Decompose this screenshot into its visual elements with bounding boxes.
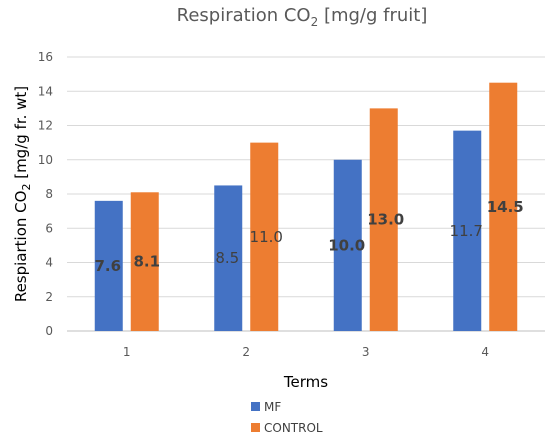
- y-tick-label: 12: [38, 119, 53, 133]
- y-axis-label-main: Respiartion CO: [12, 191, 30, 303]
- chart-title-main: Respiration CO: [177, 5, 311, 26]
- y-axis-label-sub: 2: [20, 184, 33, 191]
- data-label-control-2: 11.0: [250, 228, 283, 246]
- y-tick-label: 16: [38, 50, 53, 64]
- legend-label-control: CONTROL: [264, 421, 323, 435]
- data-label-mf-1: 7.6: [94, 257, 121, 275]
- bar-mf-3: [333, 159, 362, 331]
- y-axis-label-suffix: [mg/g fr. wt]: [12, 86, 30, 184]
- legend-swatch-mf: [251, 402, 260, 411]
- y-tick-label: 14: [38, 84, 53, 98]
- bar-mf-2: [214, 185, 243, 331]
- data-label-mf-4: 11.7: [450, 222, 483, 240]
- y-tick-label: 10: [38, 153, 53, 167]
- y-tick-label: 6: [45, 221, 53, 235]
- x-tick-label: 3: [362, 345, 370, 359]
- y-tick-label: 0: [45, 324, 53, 338]
- data-label-mf-3: 10.0: [328, 236, 365, 254]
- bar-control-4: [489, 82, 518, 331]
- bar-control-2: [250, 142, 279, 331]
- y-tick-labels: 0 2 4 6 8 10 12 14 16: [38, 50, 53, 338]
- chart-title-sub: 2: [311, 15, 319, 29]
- y-axis-label: Respiartion CO2 [mg/g fr. wt]: [12, 86, 33, 302]
- bar-control-1: [130, 192, 159, 331]
- x-tick-labels: 1 2 3 4: [123, 345, 489, 359]
- legend: MF CONTROL: [251, 400, 323, 435]
- y-tick-label: 8: [45, 187, 53, 201]
- x-axis-label: Terms: [283, 373, 328, 391]
- x-tick-label: 2: [242, 345, 250, 359]
- bar-control-3: [369, 108, 398, 331]
- data-label-control-4: 14.5: [487, 198, 524, 216]
- chart-title: Respiration CO2 [mg/g fruit]: [177, 5, 428, 29]
- data-label-control-1: 8.1: [133, 253, 160, 271]
- x-tick-label: 1: [123, 345, 131, 359]
- data-labels: 7.6 8.1 8.5 11.0 10.013.0 11.714.5: [94, 198, 523, 275]
- legend-label-mf: MF: [264, 400, 281, 414]
- bars: [94, 82, 518, 331]
- chart-title-suffix: [mg/g fruit]: [318, 5, 427, 26]
- data-label-mf-2: 8.5: [215, 249, 239, 267]
- data-label-control-3: 13.0: [367, 211, 404, 229]
- bar-mf-1: [94, 200, 123, 331]
- x-tick-label: 4: [481, 345, 489, 359]
- bar-mf-4: [453, 130, 482, 331]
- legend-swatch-control: [251, 423, 260, 432]
- y-tick-label: 2: [45, 290, 53, 304]
- y-tick-label: 4: [45, 256, 53, 270]
